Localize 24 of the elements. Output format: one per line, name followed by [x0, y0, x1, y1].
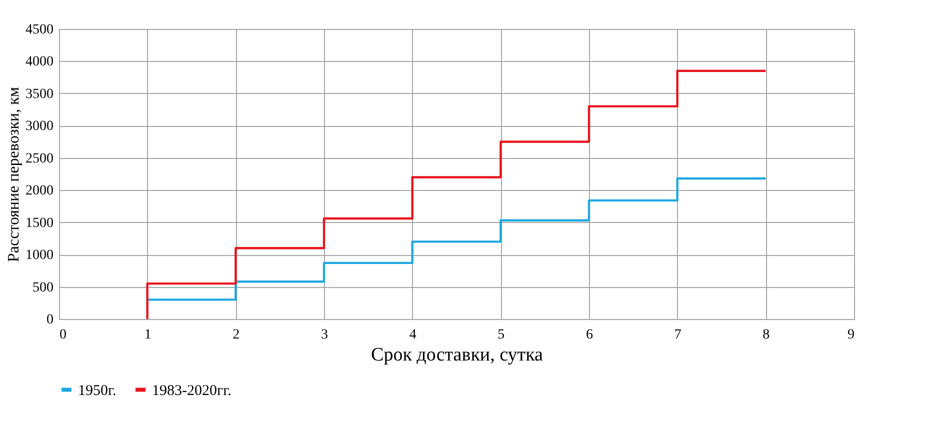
x-tick-label: 9 [848, 328, 854, 342]
x-tick-label: 7 [674, 328, 682, 342]
y-tick-label: 4000 [26, 54, 54, 70]
y-axis-title: Расстояние перевозки, км [6, 86, 22, 262]
x-tick-label: 1 [144, 328, 152, 342]
y-tick-label: 3500 [26, 86, 54, 102]
y-tick-label: 1500 [26, 216, 54, 231]
legend-label: 1983-2020гг. [152, 382, 232, 399]
x-tick-label: 6 [586, 328, 593, 342]
y-tick-label: 2500 [26, 151, 54, 166]
y-tick-label: 500 [32, 280, 54, 296]
y-tick-label: 1000 [26, 248, 54, 264]
x-tick-label: 4 [409, 328, 416, 342]
x-tick-label: 2 [232, 328, 240, 342]
y-tick-label: 2000 [26, 184, 54, 199]
x-tick-label: 0 [60, 328, 66, 342]
x-tick-label: 5 [498, 328, 505, 342]
x-axis-title: Срок доставки, сутка [371, 344, 544, 366]
y-tick-label: 0 [46, 312, 54, 328]
y-tick-label: 3000 [26, 119, 54, 134]
legend-label: 1950г. [78, 382, 116, 399]
x-tick-label: 8 [762, 328, 770, 342]
y-tick-label: 4500 [26, 22, 54, 38]
x-tick-label: 3 [321, 328, 328, 342]
